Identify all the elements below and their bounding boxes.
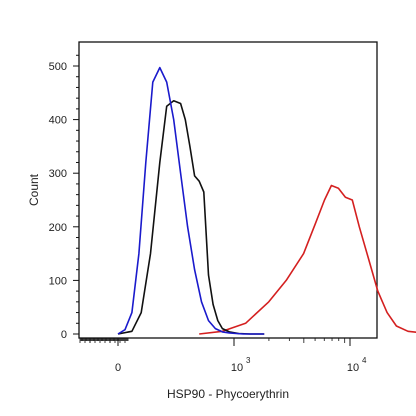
y-tick-label: 400 — [49, 115, 67, 127]
y-tick-label: 300 — [49, 168, 67, 180]
x-tick-exponent: 3 — [246, 356, 251, 365]
plot-frame — [78, 41, 378, 339]
x-tick-label: 10 — [347, 362, 359, 374]
red-histogram-line — [199, 184, 416, 335]
blue-histogram-line — [117, 66, 265, 335]
y-tick-label: 200 — [49, 222, 67, 234]
black-histogram-line — [117, 100, 265, 335]
x-axis-ticks: 0103104105 — [79, 338, 367, 374]
x-tick-label: 10 — [231, 362, 243, 374]
y-tick-label: 100 — [49, 275, 67, 287]
y-axis-ticks: 0 100 200 300 400 500 — [49, 54, 79, 341]
y-axis-title: Count — [27, 173, 41, 206]
x-tick-label: 0 — [115, 362, 121, 374]
x-tick-exponent: 4 — [362, 356, 367, 365]
x-axis-title: HSP90 - Phycoerythrin — [167, 387, 289, 401]
series-layer — [117, 66, 416, 335]
y-tick-label: 500 — [49, 61, 67, 73]
y-tick-label: 0 — [61, 329, 67, 341]
